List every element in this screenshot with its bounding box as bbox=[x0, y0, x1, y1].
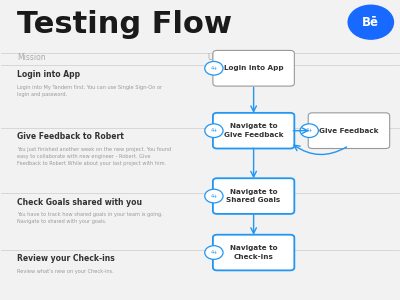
FancyBboxPatch shape bbox=[213, 50, 294, 86]
Text: Navigate to
Shared Goals: Navigate to Shared Goals bbox=[226, 189, 281, 203]
Text: Review your Check-ins: Review your Check-ins bbox=[17, 254, 115, 263]
Circle shape bbox=[205, 189, 223, 203]
Text: Use steps: Use steps bbox=[208, 53, 245, 62]
Text: Give Feedback to Robert: Give Feedback to Robert bbox=[17, 132, 124, 141]
Text: Bē: Bē bbox=[362, 16, 379, 29]
Circle shape bbox=[205, 124, 223, 137]
Text: Navigate to
Give Feedback: Navigate to Give Feedback bbox=[224, 123, 283, 138]
Text: Login into App: Login into App bbox=[17, 70, 80, 79]
Text: 4+: 4+ bbox=[210, 128, 218, 133]
Text: Review what's new on your Check-ins.: Review what's new on your Check-ins. bbox=[17, 269, 114, 274]
FancyBboxPatch shape bbox=[213, 113, 294, 148]
Circle shape bbox=[300, 124, 318, 137]
Text: Login into App: Login into App bbox=[224, 65, 284, 71]
Circle shape bbox=[348, 5, 394, 39]
Text: You just finished another week on the new project. You found
easy to collaborate: You just finished another week on the ne… bbox=[17, 147, 172, 166]
Circle shape bbox=[205, 61, 223, 75]
Text: 4+: 4+ bbox=[210, 66, 218, 71]
Text: 4+: 4+ bbox=[210, 194, 218, 199]
Text: Give Feedback: Give Feedback bbox=[319, 128, 379, 134]
FancyBboxPatch shape bbox=[308, 113, 390, 148]
Circle shape bbox=[205, 246, 223, 260]
Text: Check Goals shared with you: Check Goals shared with you bbox=[17, 198, 142, 207]
Text: 4+: 4+ bbox=[306, 128, 313, 133]
FancyBboxPatch shape bbox=[213, 178, 294, 214]
Text: Navigate to
Check-Ins: Navigate to Check-Ins bbox=[230, 245, 277, 260]
Text: Testing Flow: Testing Flow bbox=[17, 10, 232, 39]
Text: You have to track how shared goals in your team is going.
Navigate to shared wit: You have to track how shared goals in yo… bbox=[17, 212, 163, 224]
FancyBboxPatch shape bbox=[213, 235, 294, 270]
Text: Login into My Tandem first. You can use Single Sign-On or
login and password.: Login into My Tandem first. You can use … bbox=[17, 85, 162, 97]
Text: Mission: Mission bbox=[17, 53, 46, 62]
Text: 4+: 4+ bbox=[210, 250, 218, 255]
